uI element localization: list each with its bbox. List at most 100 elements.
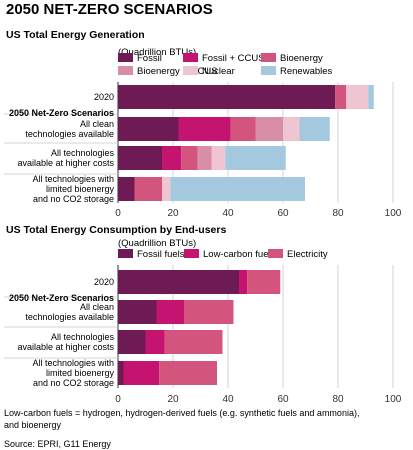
generation-legend-swatch-fossil-ccus: [183, 53, 198, 62]
generation-bar-fossil-2: [118, 146, 162, 170]
generation-legend-item-bioenergy: Bioenergy: [261, 53, 323, 64]
consumption-x-tick-0: 0: [115, 394, 121, 405]
consumption-bar-fossil-fuels-0: [118, 270, 239, 294]
consumption-bar-electricity-3: [159, 361, 217, 385]
consumption-bar-low-carbon-fuels-0: [239, 270, 248, 294]
consumption-legend-label-low-carbon-fuels: Low-carbon fuels: [203, 249, 276, 260]
consumption-bar-fossil-fuels-2: [118, 330, 146, 354]
generation-scenario-header: 2050 Net-Zero Scenarios: [9, 108, 114, 118]
consumption-x-tick-100: 100: [385, 394, 402, 405]
generation-bar-nuclear-0: [346, 85, 369, 109]
generation-x-tick-80: 80: [332, 208, 344, 219]
generation-x-axis-ticks: 0 20 40 60 80 100: [115, 208, 402, 219]
generation-category-label-0: 2020: [94, 92, 114, 102]
consumption-x-tick-60: 60: [277, 394, 289, 405]
consumption-bar-low-carbon-fuels-1: [156, 300, 184, 324]
consumption-category-label-2: All technologies available at higher cost…: [17, 332, 114, 352]
generation-bar-bioenergy-0: [335, 85, 347, 109]
generation-chart-unit: (Quadrillion BTUs): [118, 47, 196, 58]
generation-legend-swatch-nuclear: [183, 66, 198, 75]
generation-category-label-2: All technologies available at higher cost…: [17, 148, 114, 168]
generation-legend-item-renewables: Renewables: [261, 66, 333, 77]
generation-x-tick-40: 40: [222, 208, 234, 219]
consumption-legend-item-low-carbon-fuels: Low-carbon fuels: [184, 249, 276, 260]
generation-legend-label-fossil-ccus: Fossil + CCUS: [202, 53, 265, 64]
generation-category-label-1: All clean technologies available: [25, 119, 114, 139]
consumption-category-label-1: All clean technologies available: [25, 302, 114, 322]
consumption-x-tick-20: 20: [167, 394, 179, 405]
source-note: Source: EPRI, G11 Energy: [4, 439, 111, 449]
generation-bar-fossil-1: [118, 117, 179, 141]
generation-legend-swatch-bioenergy: [261, 53, 276, 62]
consumption-legend-swatch-electricity: [268, 249, 283, 258]
consumption-x-axis-ticks: 0 20 40 60 80 100: [115, 394, 402, 405]
generation-legend-swatch-bioenergy-ccus: [118, 66, 133, 75]
generation-legend: Fossil Fossil + CCUS Bioenergy Bioenergy + …: [118, 53, 333, 77]
consumption-legend-label-fossil-fuels: Fossil fuels: [137, 249, 185, 260]
consumption-bars: [118, 270, 281, 385]
figure-title: 2050 NET-ZERO SCENARIOS: [6, 1, 213, 18]
generation-bar-renewables-0: [368, 85, 374, 109]
generation-legend-item-nuclear: Nuclear: [183, 66, 235, 77]
consumption-bar-electricity-1: [184, 300, 234, 324]
consumption-chart: US Total Energy Consumption by End-users…: [4, 224, 402, 405]
generation-bar-bioenergy-ccus-1: [255, 117, 283, 141]
consumption-x-tick-80: 80: [332, 394, 344, 405]
generation-chart: US Total Energy Generation (Quadrillion …: [4, 29, 402, 219]
generation-bar-bioenergy-ccus-2: [197, 146, 212, 170]
consumption-category-label-0: 2020: [94, 277, 114, 287]
generation-category-label-3: All technologies with limited bioenergy an…: [32, 174, 114, 204]
generation-legend-item-fossil-ccus: Fossil + CCUS: [183, 53, 265, 64]
generation-x-tick-0: 0: [115, 208, 121, 219]
generation-legend-label-renewables: Renewables: [280, 66, 333, 77]
consumption-legend-swatch-low-carbon-fuels: [184, 249, 199, 258]
consumption-legend-item-electricity: Electricity: [268, 249, 328, 260]
consumption-scenario-header: 2050 Net-Zero Scenarios: [9, 293, 114, 303]
consumption-legend: Fossil fuels Low-carbon fuels Electricity: [118, 249, 328, 260]
generation-bar-fossil-ccus-1: [178, 117, 231, 141]
generation-bar-fossil-3: [118, 177, 135, 201]
consumption-bar-low-carbon-fuels-3: [123, 361, 160, 385]
generation-bar-renewables-2: [225, 146, 286, 170]
generation-bar-renewables-1: [299, 117, 330, 141]
generation-legend-label-bioenergy: Bioenergy: [280, 53, 323, 64]
consumption-legend-item-fossil-fuels: Fossil fuels: [118, 249, 185, 260]
consumption-legend-swatch-fossil-fuels: [118, 249, 133, 258]
generation-bar-fossil-0: [118, 85, 336, 109]
generation-bar-bioenergy-3: [134, 177, 162, 201]
generation-bar-fossil-ccus-2: [162, 146, 182, 170]
generation-bar-nuclear-2: [211, 146, 226, 170]
generation-chart-title: US Total Energy Generation: [6, 29, 145, 41]
footnote-line-2: and bioenergy: [4, 420, 62, 430]
generation-x-tick-100: 100: [385, 208, 402, 219]
generation-x-tick-20: 20: [167, 208, 179, 219]
generation-x-tick-60: 60: [277, 208, 289, 219]
consumption-category-label-3: All technologies with limited bioenergy an…: [32, 358, 114, 388]
consumption-chart-unit: (Quadrillion BTUs): [118, 238, 196, 249]
consumption-bar-fossil-fuels-3: [118, 361, 124, 385]
footnote: Low-carbon fuels = hydrogen, hydrogen-de…: [4, 408, 362, 430]
generation-legend-item-fossil: Fossil: [118, 53, 162, 64]
consumption-bar-fossil-fuels-1: [118, 300, 157, 324]
generation-bar-bioenergy-1: [230, 117, 256, 141]
generation-bar-bioenergy-2: [181, 146, 198, 170]
footnote-line-1: Low-carbon fuels = hydrogen, hydrogen-de…: [4, 408, 359, 418]
generation-legend-swatch-fossil: [118, 53, 133, 62]
consumption-x-tick-40: 40: [222, 394, 234, 405]
generation-bar-nuclear-1: [283, 117, 300, 141]
consumption-bar-low-carbon-fuels-2: [145, 330, 165, 354]
consumption-bar-electricity-2: [164, 330, 223, 354]
consumption-bar-electricity-0: [247, 270, 281, 294]
consumption-chart-title: US Total Energy Consumption by End-users: [6, 224, 226, 236]
generation-legend-swatch-renewables: [261, 66, 276, 75]
generation-bar-nuclear-3: [162, 177, 171, 201]
generation-legend-label-fossil: Fossil: [137, 53, 162, 64]
generation-bar-renewables-3: [170, 177, 305, 201]
consumption-legend-label-electricity: Electricity: [287, 249, 328, 260]
generation-bars: [118, 85, 374, 201]
generation-legend-item-bioenergy-ccus: Bioenergy + CCUS: [118, 66, 218, 77]
generation-legend-label-bioenergy-ccus: Bioenergy + CCUS: [137, 66, 218, 77]
